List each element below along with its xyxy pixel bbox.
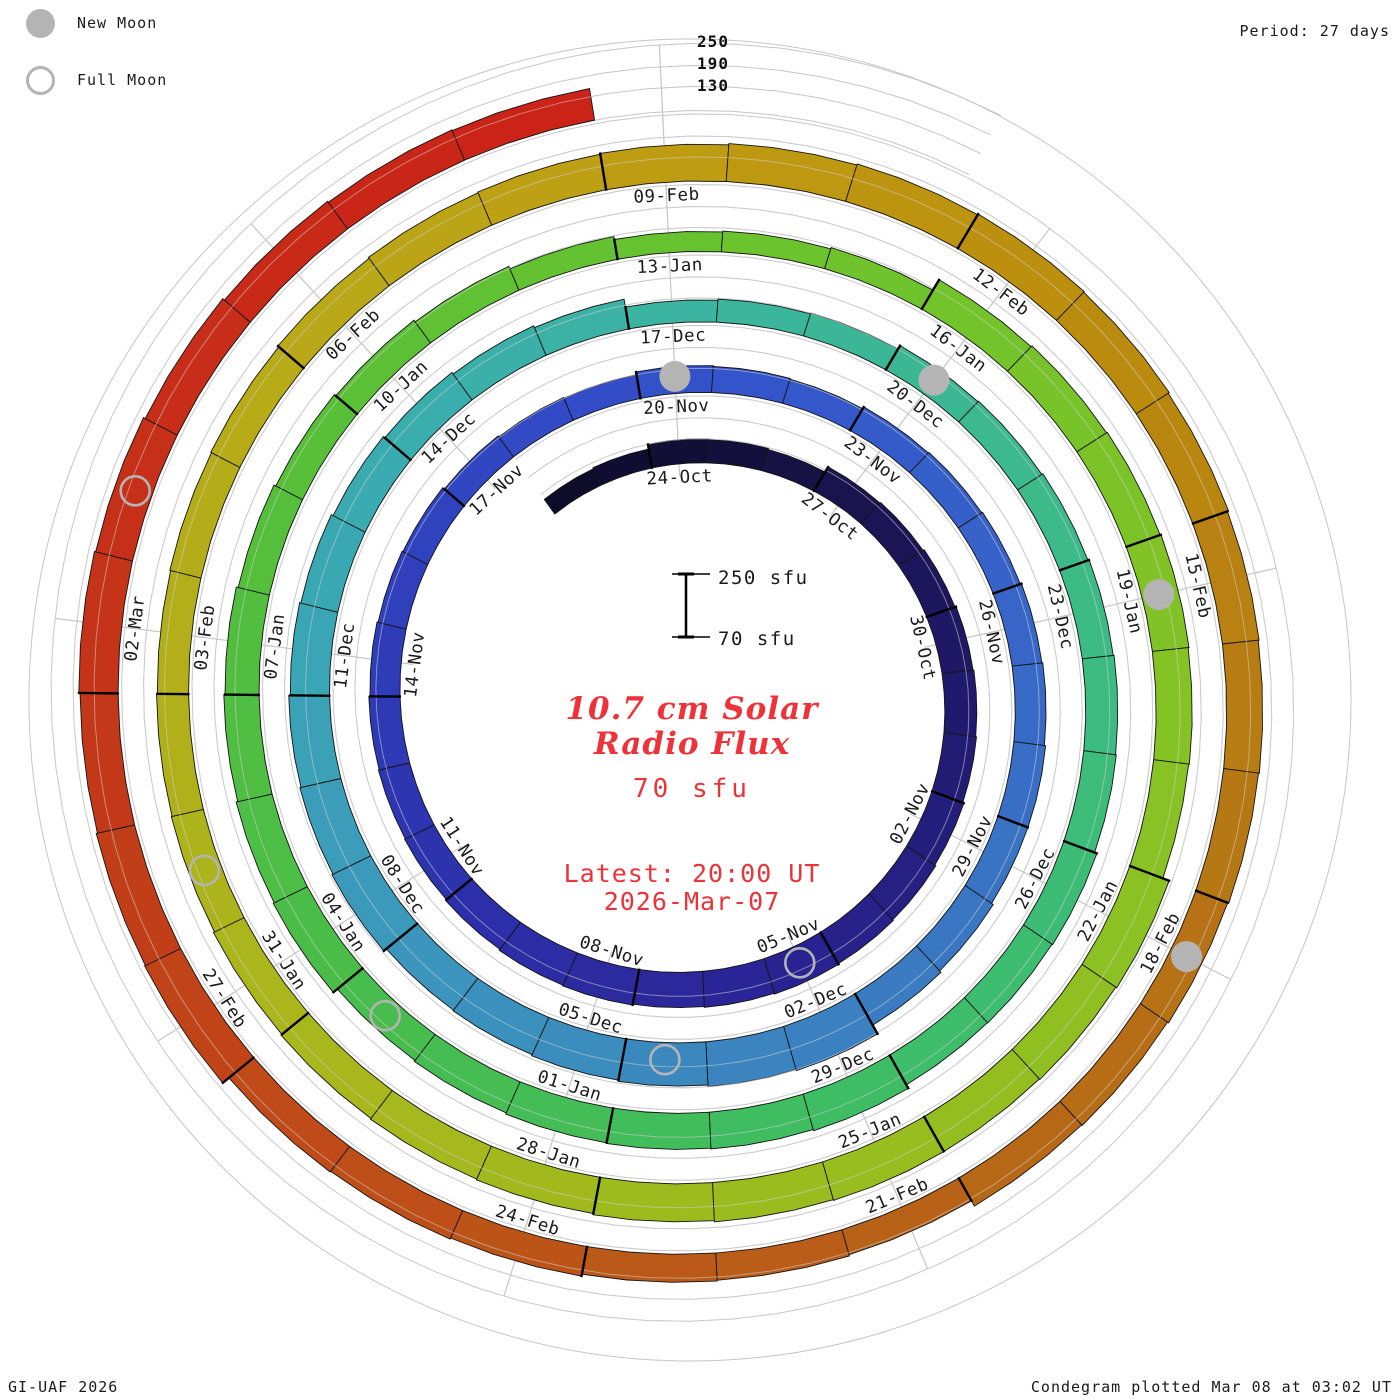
flux-axis-labels: 250 190 130 [697,32,729,95]
svg-text:14-Nov: 14-Nov [401,631,429,699]
svg-text:130: 130 [697,76,729,95]
latest-time: Latest: 20:00 UT [563,859,821,888]
chart-title-line1: 10.7 cm Solar [565,691,819,727]
source-credit: GI-UAF 2026 [8,1378,119,1396]
daily-flux-bars [78,87,1263,1283]
full-moon-marker-03-Mar [119,474,151,507]
latest-date: 2026-Mar-07 [603,887,781,916]
svg-text:13-Jan: 13-Jan [636,255,703,278]
three-day-dividers [77,152,1230,1278]
new-moon-marker-18-Feb [1171,941,1203,973]
latest-reading: Latest: 20:00 UT 2026-Mar-07 [0,860,1384,916]
chart-title: 10.7 cm Solar Radio Flux [0,692,1384,762]
moon-markers [119,360,1203,1076]
new-moon-marker-20-Nov [659,360,691,392]
legend-full-moon: Full Moon [26,65,167,95]
full-moon-marker-01-Feb [188,854,221,887]
moon-legend: New Moon Full Moon [26,8,167,122]
scalebar-max-label: 250 sfu [718,567,809,589]
grid-overlay [50,50,1295,1322]
svg-text:09-Feb: 09-Feb [633,185,700,208]
outer-grid-circle [28,38,1352,1362]
svg-text:20-Nov: 20-Nov [643,396,710,419]
flux-scale-bar [672,572,710,639]
legend-new-moon: New Moon [26,8,167,38]
svg-text:250: 250 [697,32,729,51]
full-moon-marker-04-Dec [649,1043,681,1076]
new-moon-icon [26,8,55,38]
full-moon-label: Full Moon [77,71,168,89]
new-moon-marker-20-Dec [918,364,950,396]
new-moon-label: New Moon [77,14,158,32]
period-annotation: Period: 27 days [1239,22,1390,40]
chart-title-line2: Radio Flux [593,726,791,762]
full-moon-marker-05-Nov [783,946,816,979]
svg-text:17-Dec: 17-Dec [640,325,707,348]
new-moon-marker-19-Jan [1143,579,1175,611]
full-moon-icon [26,65,55,95]
plot-timestamp: Condegram plotted Mar 08 at 03:02 UT [1030,1378,1392,1396]
current-flux-value: 70 sfu [633,774,751,804]
scalebar-min-label: 70 sfu [718,628,796,650]
svg-text:190: 190 [697,54,729,73]
svg-text:24-Oct: 24-Oct [646,466,713,489]
full-moon-marker-03-Jan [369,999,402,1032]
